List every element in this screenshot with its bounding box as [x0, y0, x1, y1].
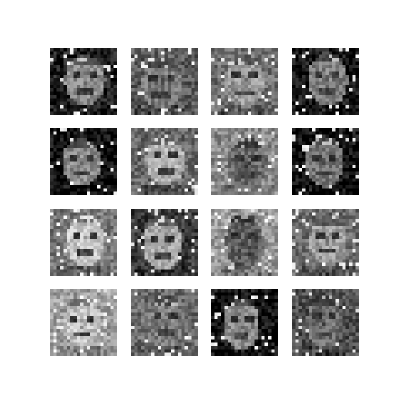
- face-image: [292, 209, 359, 276]
- face-tile: [50, 48, 117, 115]
- face-tile: [211, 289, 278, 356]
- face-tile: [131, 209, 198, 276]
- face-tile: [211, 128, 278, 195]
- face-image: [131, 289, 198, 356]
- face-tile: [50, 289, 117, 356]
- face-tile: [211, 209, 278, 276]
- face-image: [292, 48, 359, 115]
- face-image: [50, 289, 117, 356]
- face-tile: [50, 209, 117, 276]
- face-image: [211, 209, 278, 276]
- face-tile: [292, 48, 359, 115]
- face-image: [50, 128, 117, 195]
- face-image: [50, 48, 117, 115]
- face-tile: [292, 209, 359, 276]
- face-tile: [131, 289, 198, 356]
- face-image: [131, 48, 198, 115]
- face-tile: [131, 48, 198, 115]
- face-tile: [292, 289, 359, 356]
- face-image: [50, 209, 117, 276]
- face-tile: [50, 128, 117, 195]
- face-tile: [292, 128, 359, 195]
- face-image: [211, 128, 278, 195]
- face-image: [211, 289, 278, 356]
- face-tile: [131, 128, 198, 195]
- face-image: [292, 128, 359, 195]
- face-tile: [211, 48, 278, 115]
- face-image: [292, 289, 359, 356]
- face-image: [131, 209, 198, 276]
- face-image: [131, 128, 198, 195]
- face-image: [211, 48, 278, 115]
